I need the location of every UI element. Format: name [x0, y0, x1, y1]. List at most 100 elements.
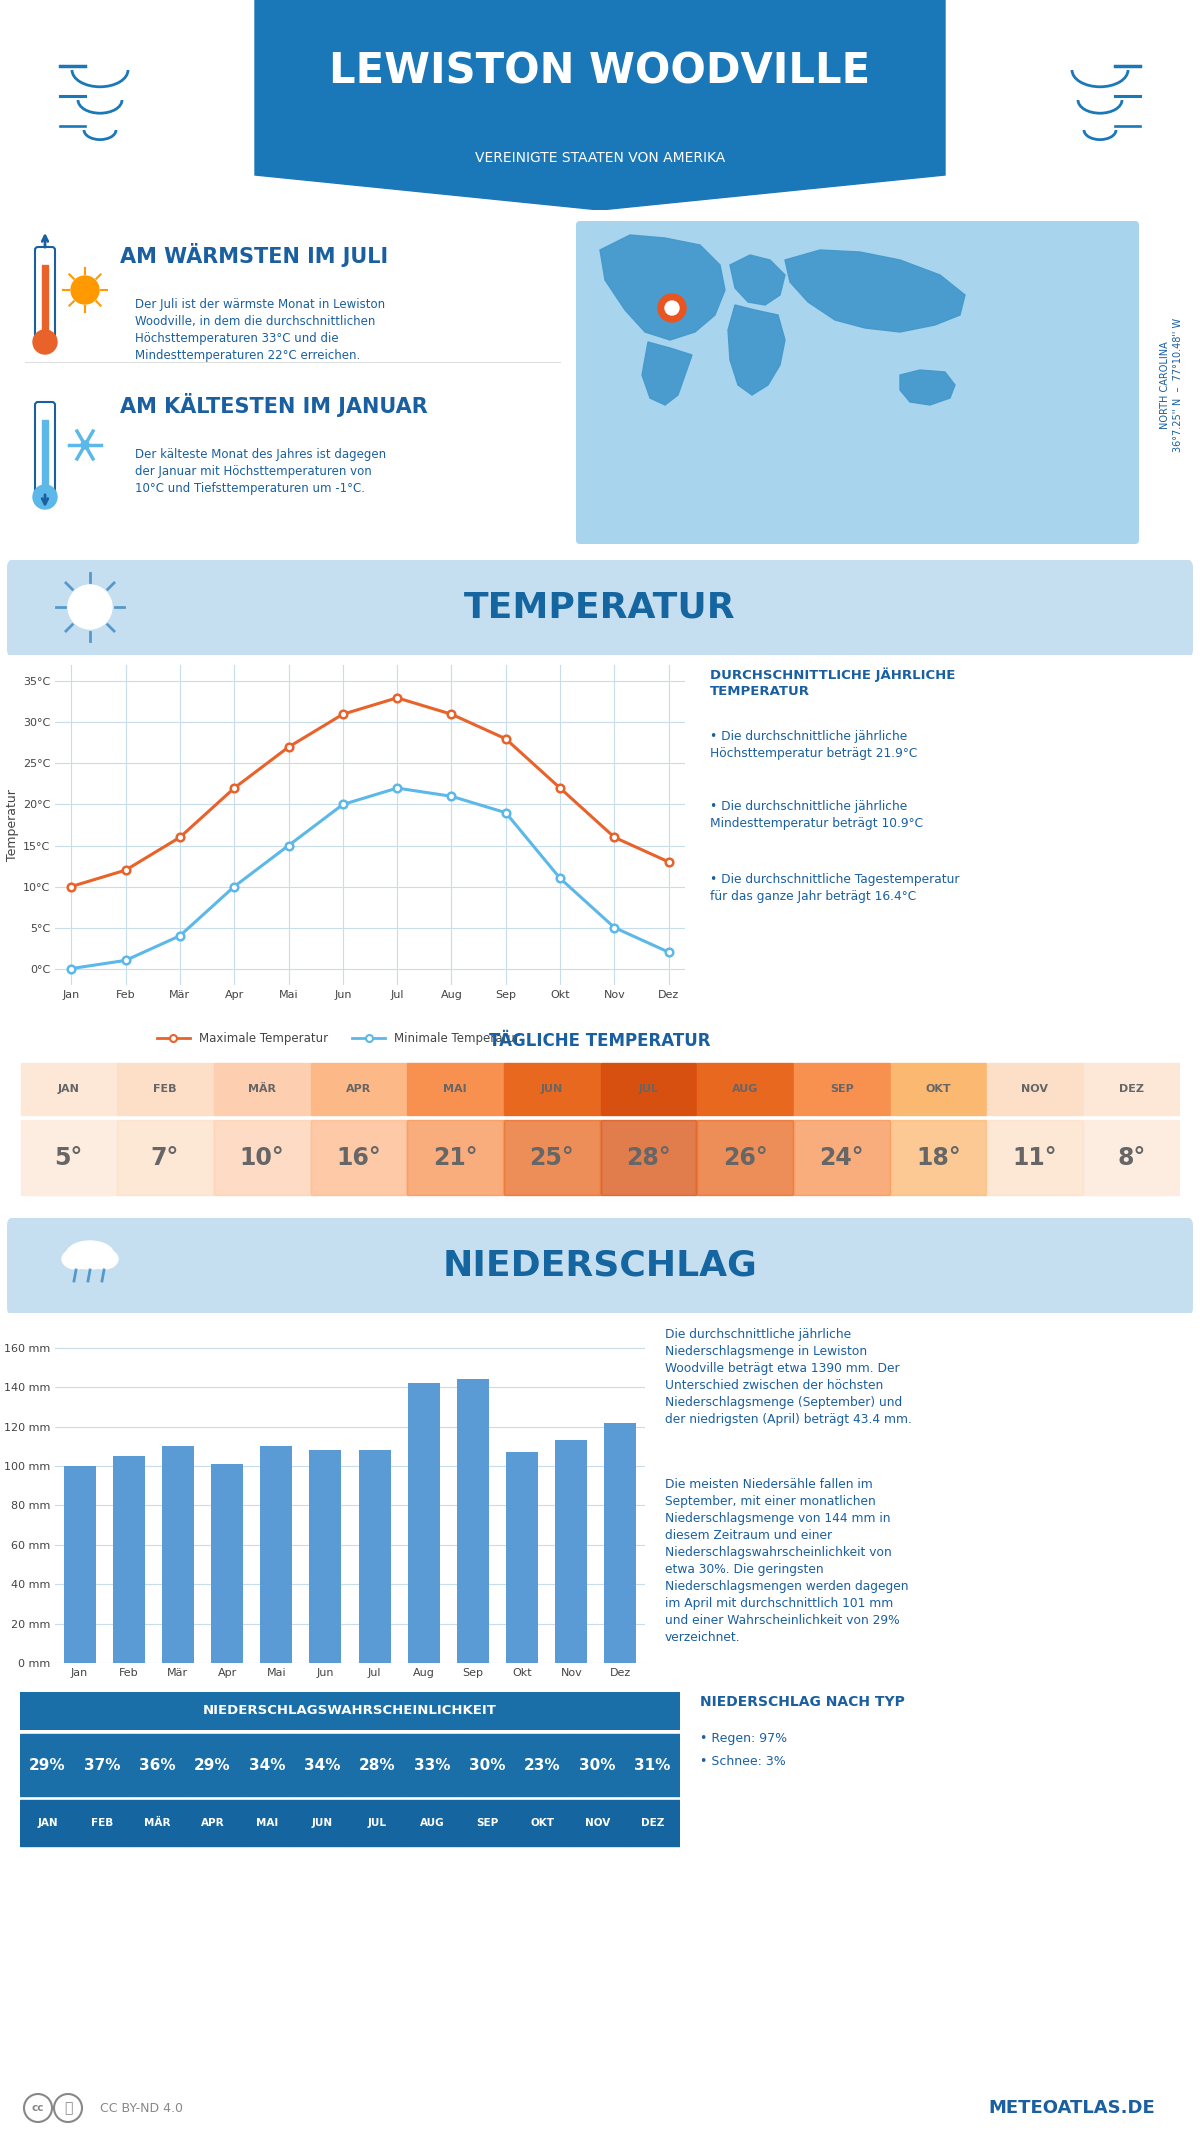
Text: ⓘ: ⓘ: [64, 2101, 72, 2114]
Bar: [211, 1464, 244, 1663]
Text: NORTH CAROLINA: NORTH CAROLINA: [1160, 340, 1170, 428]
Bar: [605, 1423, 636, 1663]
Text: AM KÄLTESTEN IM JANUAR: AM KÄLTESTEN IM JANUAR: [120, 394, 427, 417]
Bar: [600, 1119, 696, 1194]
Text: MAI: MAI: [257, 1819, 278, 1828]
Polygon shape: [256, 0, 946, 210]
Text: APR: APR: [200, 1819, 224, 1828]
Text: 30%: 30%: [580, 1757, 616, 1772]
Text: 25°: 25°: [529, 1147, 574, 1171]
Bar: [697, 1064, 793, 1115]
Bar: [20, 1800, 76, 1847]
Bar: [794, 1119, 889, 1194]
Bar: [20, 1733, 76, 1795]
Bar: [408, 1382, 439, 1663]
Text: Die durchschnittliche jährliche
Niederschlagsmenge in Lewiston
Woodville beträgt: Die durchschnittliche jährliche Niedersc…: [665, 1329, 912, 1425]
Bar: [118, 1119, 212, 1194]
Bar: [504, 1064, 600, 1115]
Text: 34%: 34%: [250, 1757, 286, 1772]
Text: 11°: 11°: [1013, 1147, 1057, 1171]
FancyBboxPatch shape: [7, 1218, 1193, 1316]
Circle shape: [34, 330, 58, 353]
Circle shape: [82, 441, 89, 449]
Text: AUG: AUG: [420, 1819, 445, 1828]
Bar: [42, 265, 48, 330]
Text: 28°: 28°: [626, 1147, 671, 1171]
Text: • Schnee: 3%: • Schnee: 3%: [700, 1755, 786, 1768]
Text: SEP: SEP: [829, 1085, 853, 1094]
Text: 10°: 10°: [239, 1147, 284, 1171]
Text: 34%: 34%: [305, 1757, 341, 1772]
Bar: [890, 1119, 986, 1194]
Text: NOV: NOV: [1021, 1085, 1049, 1094]
Text: 8°: 8°: [1117, 1147, 1146, 1171]
Circle shape: [71, 276, 98, 304]
Bar: [162, 1447, 194, 1663]
Text: AUG: AUG: [732, 1085, 758, 1094]
Y-axis label: Temperatur: Temperatur: [6, 790, 18, 860]
Text: JUN: JUN: [312, 1819, 334, 1828]
Text: 21°: 21°: [433, 1147, 478, 1171]
Text: NIEDERSCHLAGSWAHRSCHEINLICHKEIT: NIEDERSCHLAGSWAHRSCHEINLICHKEIT: [203, 1703, 497, 1718]
Bar: [214, 1119, 310, 1194]
Text: JAN: JAN: [58, 1085, 79, 1094]
Bar: [240, 1733, 295, 1795]
Circle shape: [68, 584, 112, 629]
Text: 7°: 7°: [151, 1147, 179, 1171]
Text: NIEDERSCHLAG NACH TYP: NIEDERSCHLAG NACH TYP: [700, 1695, 905, 1710]
Polygon shape: [900, 370, 955, 404]
Ellipse shape: [90, 1250, 118, 1269]
Bar: [185, 1800, 240, 1847]
Ellipse shape: [62, 1250, 90, 1269]
Bar: [20, 1064, 116, 1115]
Bar: [506, 1453, 538, 1663]
Bar: [406, 1733, 460, 1795]
Bar: [988, 1119, 1082, 1194]
Text: NOV: NOV: [584, 1819, 610, 1828]
FancyBboxPatch shape: [35, 246, 55, 342]
Text: TÄGLICHE TEMPERATUR: TÄGLICHE TEMPERATUR: [490, 1031, 710, 1051]
Text: Der Juli ist der wärmste Monat in Lewiston
Woodville, in dem die durchschnittlic: Der Juli ist der wärmste Monat in Lewist…: [134, 297, 385, 362]
Polygon shape: [728, 306, 785, 396]
Bar: [295, 1733, 350, 1795]
Text: TEMPERATUR: TEMPERATUR: [464, 591, 736, 625]
Bar: [311, 1119, 406, 1194]
Bar: [113, 1455, 145, 1663]
Text: MÄR: MÄR: [247, 1085, 276, 1094]
Bar: [240, 1800, 295, 1847]
Bar: [76, 1733, 130, 1795]
Text: METEOATLAS.DE: METEOATLAS.DE: [989, 2099, 1154, 2116]
Text: Die meisten Niedersähle fallen im
September, mit einer monatlichen
Niederschlags: Die meisten Niedersähle fallen im Septem…: [665, 1479, 908, 1644]
Text: SEP: SEP: [476, 1819, 499, 1828]
Polygon shape: [600, 235, 725, 340]
Bar: [570, 1733, 625, 1795]
Circle shape: [34, 486, 58, 509]
Text: 23%: 23%: [524, 1757, 560, 1772]
Bar: [295, 1800, 350, 1847]
Ellipse shape: [66, 1241, 114, 1269]
Legend: Maximale Temperatur, Minimale Temperatur: Maximale Temperatur, Minimale Temperatur: [152, 1027, 524, 1049]
Bar: [64, 1466, 96, 1663]
Text: 30%: 30%: [469, 1757, 505, 1772]
Bar: [42, 419, 48, 486]
Text: JUL: JUL: [368, 1819, 388, 1828]
Text: JUL: JUL: [638, 1085, 659, 1094]
Bar: [406, 1800, 460, 1847]
Bar: [460, 1733, 515, 1795]
Text: 29%: 29%: [29, 1757, 66, 1772]
Bar: [260, 1447, 293, 1663]
Text: JAN: JAN: [37, 1819, 58, 1828]
Bar: [214, 1064, 310, 1115]
Bar: [556, 1440, 587, 1663]
Text: • Die durchschnittliche Tagestemperatur
für das ganze Jahr beträgt 16.4°C: • Die durchschnittliche Tagestemperatur …: [710, 873, 960, 903]
Text: cc: cc: [31, 2104, 44, 2112]
Bar: [359, 1451, 390, 1663]
Bar: [515, 1800, 570, 1847]
Text: FEB: FEB: [154, 1085, 176, 1094]
Bar: [890, 1064, 986, 1115]
Text: LEWISTON WOODVILLE: LEWISTON WOODVILLE: [330, 51, 870, 92]
Text: 28%: 28%: [359, 1757, 396, 1772]
Bar: [185, 1733, 240, 1795]
Bar: [794, 1064, 889, 1115]
Text: MÄR: MÄR: [144, 1819, 170, 1828]
